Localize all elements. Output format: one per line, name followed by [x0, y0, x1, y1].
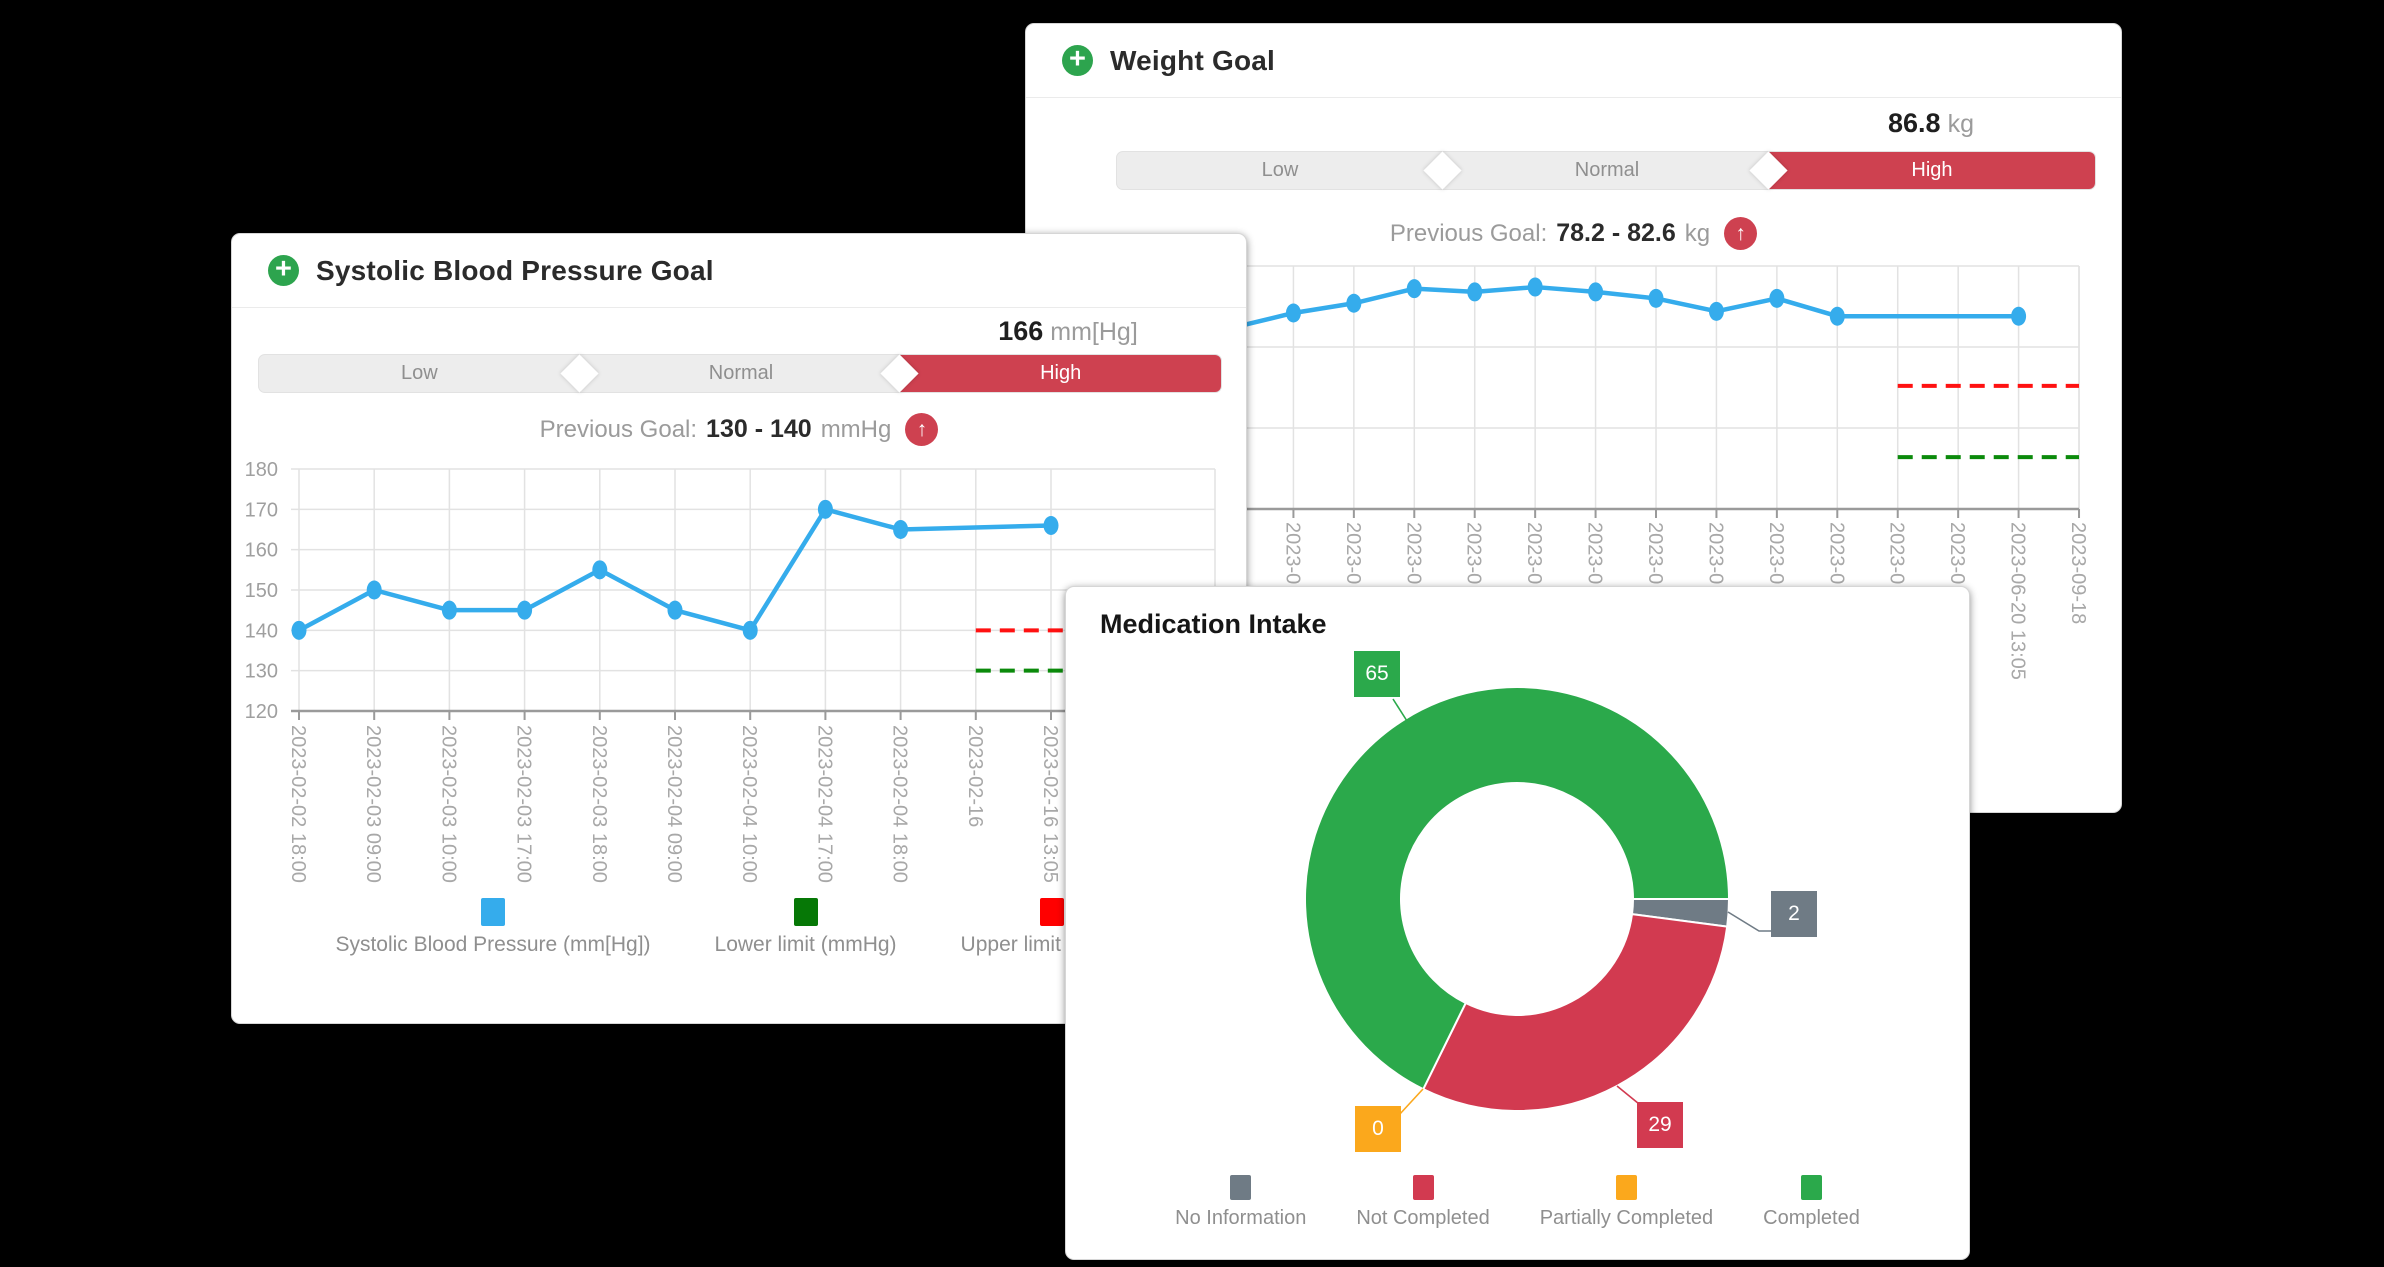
- sbp-gauge-segment-high: High: [900, 355, 1221, 392]
- donut-callout-not-completed: 29: [1637, 1102, 1683, 1148]
- svg-text:130: 130: [245, 661, 278, 683]
- medication-donut-chart: [1304, 686, 1771, 1116]
- weight-gauge-segment-low: Low: [1261, 159, 1299, 181]
- sbp-gauge-segment-low: Low: [400, 362, 438, 384]
- svg-text:2023-02-04 17:00: 2023-02-04 17:00: [813, 725, 835, 883]
- svg-text:2023-0: 2023-0: [1342, 522, 1364, 584]
- svg-text:2023-02-03 17:00: 2023-02-03 17:00: [513, 725, 535, 883]
- weight-gauge-segment-high: High: [1768, 152, 2095, 189]
- legend-item-label: No Information: [1175, 1207, 1307, 1229]
- svg-text:2023-06-20 13:05: 2023-06-20 13:05: [2007, 522, 2029, 680]
- svg-text:2023-09-18: 2023-09-18: [2067, 522, 2089, 624]
- svg-text:2023-0: 2023-0: [1523, 522, 1545, 584]
- weight-range-gauge: Low Normal High: [1116, 151, 2096, 190]
- svg-text:2023-0: 2023-0: [1765, 522, 1787, 584]
- legend-item-label: Systolic Blood Pressure (mm[Hg]): [335, 933, 651, 956]
- previous-goal-range: 78.2 - 82.6: [1556, 219, 1676, 247]
- sbp-current-value: 166: [998, 316, 1044, 346]
- sbp-current-unit: mm[Hg]: [1050, 318, 1138, 346]
- trend-up-icon: ↑: [1724, 217, 1758, 250]
- weight-previous-goal: Previous Goal: 78.2 - 82.6 kg ↑: [1026, 217, 2121, 250]
- svg-text:2023-0: 2023-0: [1644, 522, 1666, 584]
- legend-color-swatch-icon: [1615, 1175, 1637, 1200]
- weight-gauge-segment-normal: Normal: [1442, 152, 1770, 189]
- svg-text:2023-0: 2023-0: [1281, 522, 1303, 584]
- svg-text:2023-0: 2023-0: [1946, 522, 1968, 584]
- svg-text:2023-02-16: 2023-02-16: [964, 725, 986, 827]
- previous-goal-label: Previous Goal:: [539, 415, 698, 443]
- svg-text:2023-02-03 09:00: 2023-02-03 09:00: [362, 725, 384, 883]
- svg-text:2023-0: 2023-0: [1825, 522, 1847, 584]
- weight-card-header: + Weight Goal: [1026, 24, 2121, 98]
- legend-item-label: Partially Completed: [1539, 1207, 1714, 1229]
- legend-item-label: Not Completed: [1356, 1207, 1490, 1229]
- svg-text:2023-0: 2023-0: [1402, 522, 1424, 584]
- legend-item-partially-completed[interactable]: Partially Completed: [1540, 1175, 1713, 1230]
- svg-text:2023-02-02 18:00: 2023-02-02 18:00: [287, 725, 309, 883]
- legend-item-completed[interactable]: Completed: [1763, 1175, 1860, 1230]
- svg-text:2023-02-04 09:00: 2023-02-04 09:00: [663, 725, 685, 883]
- legend-item-label: Completed: [1763, 1207, 1860, 1229]
- sbp-previous-goal: Previous Goal: 130 - 140 mmHg ↑: [232, 413, 1246, 446]
- previous-goal-label: Previous Goal:: [1389, 219, 1548, 247]
- svg-text:2023-0: 2023-0: [1704, 522, 1726, 584]
- svg-text:2023-0: 2023-0: [1886, 522, 1908, 584]
- weight-line-chart: 2023-0 2023-0 2023-0 2023-0 2023-0 2023-0 2023…: [1176, 265, 2089, 680]
- svg-text:170: 170: [245, 499, 278, 521]
- systolic-bp-line-chart: 180 170 160 150 140 130 120 2023-02-02 18:00 202…: [245, 459, 1216, 883]
- previous-goal-unit: mmHg: [820, 415, 892, 443]
- weight-card-title: Weight Goal: [1110, 44, 1276, 76]
- legend-item-no-information[interactable]: No Information: [1175, 1175, 1306, 1230]
- trend-up-icon: ↑: [905, 413, 939, 446]
- svg-text:2023-02-04 18:00: 2023-02-04 18:00: [889, 725, 911, 883]
- weight-current-reading: 86.8 kg: [1768, 108, 2094, 139]
- svg-text:160: 160: [245, 540, 278, 562]
- medication-chart-legend: No Information Not Completed Partially Com…: [1066, 1175, 1969, 1230]
- weight-current-value: 86.8: [1888, 108, 1941, 138]
- legend-color-swatch-icon: [480, 898, 505, 926]
- svg-text:2023-02-16 13:05: 2023-02-16 13:05: [1039, 725, 1061, 883]
- donut-callout-no-information: 2: [1771, 891, 1817, 937]
- donut-callout-completed: 65: [1354, 651, 1400, 697]
- legend-color-swatch-icon: [1039, 898, 1064, 926]
- svg-text:2023-02-04 10:00: 2023-02-04 10:00: [738, 725, 760, 883]
- previous-goal-range: 130 - 140: [706, 415, 812, 443]
- legend-item-not-completed[interactable]: Not Completed: [1356, 1175, 1490, 1230]
- sbp-gauge-segment-normal: Normal: [579, 355, 902, 392]
- svg-text:2023-02-03 10:00: 2023-02-03 10:00: [437, 725, 459, 883]
- sbp-range-gauge: Low Normal High: [258, 354, 1222, 393]
- svg-text:180: 180: [245, 459, 278, 481]
- svg-text:150: 150: [245, 580, 278, 602]
- legend-item-lower-limit-mmhg[interactable]: Lower limit (mmHg): [715, 898, 897, 957]
- legend-color-swatch-icon: [1230, 1175, 1252, 1200]
- svg-text:2023-0: 2023-0: [1584, 522, 1606, 584]
- weight-current-unit: kg: [1947, 110, 1974, 138]
- sbp-current-reading: 166 mm[Hg]: [905, 316, 1231, 347]
- svg-text:2023-0: 2023-0: [1463, 522, 1485, 584]
- legend-item-label: Lower limit (mmHg): [714, 933, 897, 956]
- previous-goal-unit: kg: [1684, 219, 1711, 247]
- legend-item-systolic-blood-pressure-mm-hg[interactable]: Systolic Blood Pressure (mm[Hg]): [335, 898, 651, 957]
- sbp-card-header: + Systolic Blood Pressure Goal: [232, 234, 1246, 308]
- svg-text:120: 120: [245, 701, 278, 723]
- add-weight-goal-button[interactable]: +: [1062, 45, 1093, 76]
- add-bp-goal-button[interactable]: +: [268, 255, 299, 286]
- legend-color-swatch-icon: [1412, 1175, 1434, 1200]
- legend-color-swatch-icon: [1801, 1175, 1822, 1200]
- svg-text:2023-02-03 18:00: 2023-02-03 18:00: [588, 725, 610, 883]
- svg-text:140: 140: [245, 620, 278, 642]
- sbp-card-title: Systolic Blood Pressure Goal: [316, 254, 714, 286]
- medication-card-title: Medication Intake: [1100, 609, 1327, 639]
- medication-intake-card: Medication Intake 2 29 0 65 No Informati…: [1065, 586, 1970, 1260]
- donut-callout-partially-completed: 0: [1355, 1106, 1401, 1152]
- legend-color-swatch-icon: [793, 898, 818, 926]
